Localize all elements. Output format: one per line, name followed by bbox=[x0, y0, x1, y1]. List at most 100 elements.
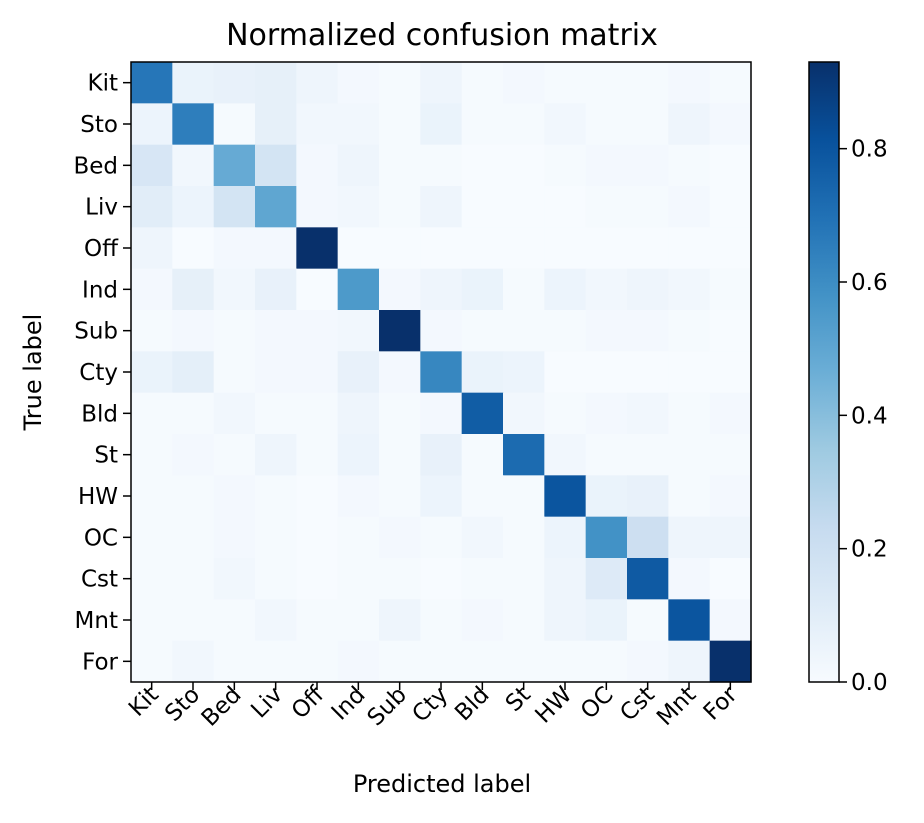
heatmap-cell-liv-off bbox=[296, 186, 339, 228]
heatmap-cell-kit-sto bbox=[172, 62, 215, 104]
heatmap-cell-st-cty bbox=[420, 434, 463, 476]
heatmap-cell-cty-cst bbox=[627, 351, 669, 394]
heatmap-cell-mnt-st bbox=[503, 599, 545, 642]
heatmap-cell-sub-oc bbox=[585, 310, 628, 352]
heatmap-cell-bld-cty bbox=[420, 392, 463, 435]
colorbar-tick-label: 0.6 bbox=[851, 270, 888, 296]
heatmap-cell-st-ind bbox=[337, 434, 380, 476]
heatmap-cell-for-bld bbox=[461, 640, 504, 683]
heatmap-cell-off-bed bbox=[213, 227, 256, 270]
heatmap-cell-for-off bbox=[296, 640, 339, 683]
heatmap-cell-cty-bed bbox=[213, 351, 256, 394]
heatmap-cell-for-sto bbox=[172, 640, 215, 683]
heatmap-cell-bed-cty bbox=[420, 144, 463, 187]
heatmap-cell-kit-off bbox=[296, 62, 339, 104]
heatmap-cell-mnt-sub bbox=[379, 599, 421, 642]
heatmap-cell-oc-cst bbox=[627, 516, 669, 559]
heatmap-cell-mnt-bld bbox=[461, 599, 504, 642]
heatmap-cell-hw-sub bbox=[379, 475, 421, 518]
heatmap-cell-ind-sto bbox=[172, 268, 215, 311]
heatmap-cell-st-hw bbox=[544, 434, 587, 476]
x-tick-label: Off bbox=[287, 681, 330, 724]
heatmap-cell-bed-bed bbox=[213, 144, 256, 187]
heatmap-cell-kit-for bbox=[709, 62, 752, 104]
heatmap-cell-oc-liv bbox=[255, 516, 297, 559]
heatmap-cell-liv-for bbox=[709, 186, 752, 228]
heatmap-cell-cty-mnt bbox=[668, 351, 711, 394]
heatmap-cell-for-liv bbox=[255, 640, 297, 683]
heatmap-cell-sto-off bbox=[296, 103, 339, 146]
x-tick-label: St bbox=[501, 682, 536, 717]
heatmap-cell-st-liv bbox=[255, 434, 297, 476]
heatmap-cell-sub-cty bbox=[420, 310, 463, 352]
heatmap-cell-ind-cty bbox=[420, 268, 463, 311]
heatmap-cell-sub-bed bbox=[213, 310, 256, 352]
heatmap-cell-hw-hw bbox=[544, 475, 587, 518]
heatmap-cell-sto-sub bbox=[379, 103, 421, 146]
heatmap-cell-sto-liv bbox=[255, 103, 297, 146]
heatmap-cell-oc-bld bbox=[461, 516, 504, 559]
heatmap-cell-bed-st bbox=[503, 144, 545, 187]
heatmap-cell-bld-ind bbox=[337, 392, 380, 435]
heatmap-cell-kit-mnt bbox=[668, 62, 711, 104]
heatmap-cell-st-sub bbox=[379, 434, 421, 476]
heatmap-cell-cst-bld bbox=[461, 558, 504, 600]
heatmap-cell-cty-liv bbox=[255, 351, 297, 394]
heatmap-cell-bed-ind bbox=[337, 144, 380, 187]
heatmap-cell-bld-sto bbox=[172, 392, 215, 435]
heatmap-cell-off-for bbox=[709, 227, 752, 270]
heatmap-cell-off-bld bbox=[461, 227, 504, 270]
heatmap-cell-liv-st bbox=[503, 186, 545, 228]
heatmap-cell-hw-kit bbox=[131, 475, 173, 518]
heatmap-cell-mnt-off bbox=[296, 599, 339, 642]
heatmap-cell-kit-bed bbox=[213, 62, 256, 104]
heatmap-cell-oc-kit bbox=[131, 516, 173, 559]
heatmap-cell-ind-bld bbox=[461, 268, 504, 311]
heatmap-cell-cty-hw bbox=[544, 351, 587, 394]
heatmap-cell-hw-ind bbox=[337, 475, 380, 518]
heatmap-cell-st-for bbox=[709, 434, 752, 476]
heatmap-cell-ind-sub bbox=[379, 268, 421, 311]
heatmap-cell-off-liv bbox=[255, 227, 297, 270]
heatmap-cell-sub-cst bbox=[627, 310, 669, 352]
y-tick-label: Bld bbox=[81, 401, 118, 427]
heatmap-cell-mnt-bed bbox=[213, 599, 256, 642]
x-tick-label: Bld bbox=[450, 682, 494, 726]
heatmap-cell-bld-off bbox=[296, 392, 339, 435]
heatmap-cell-for-oc bbox=[585, 640, 628, 683]
colorbar-tick-label: 0.2 bbox=[851, 537, 888, 563]
heatmap-cell-for-cst bbox=[627, 640, 669, 683]
heatmap-cell-ind-off bbox=[296, 268, 339, 311]
heatmap-cell-off-sub bbox=[379, 227, 421, 270]
heatmap-cell-off-sto bbox=[172, 227, 215, 270]
heatmap-cell-kit-liv bbox=[255, 62, 297, 104]
heatmap-cell-mnt-ind bbox=[337, 599, 380, 642]
heatmap-cell-bld-oc bbox=[585, 392, 628, 435]
heatmap-cell-kit-bld bbox=[461, 62, 504, 104]
heatmap-cell-cst-ind bbox=[337, 558, 380, 600]
heatmap-cell-cst-cty bbox=[420, 558, 463, 600]
heatmap-cell-mnt-liv bbox=[255, 599, 297, 642]
heatmap-cell-cty-oc bbox=[585, 351, 628, 394]
y-tick-label: Cty bbox=[79, 360, 118, 386]
heatmap-cell-ind-oc bbox=[585, 268, 628, 311]
heatmap-cell-hw-mnt bbox=[668, 475, 711, 518]
heatmap-cell-hw-sto bbox=[172, 475, 215, 518]
heatmap-cell-for-st bbox=[503, 640, 545, 683]
heatmap-cell-sub-for bbox=[709, 310, 752, 352]
heatmap-cell-st-st bbox=[503, 434, 545, 476]
heatmap-cell-sto-cst bbox=[627, 103, 669, 146]
heatmap-cell-ind-mnt bbox=[668, 268, 711, 311]
heatmap-cell-hw-st bbox=[503, 475, 545, 518]
heatmap-cell-hw-for bbox=[709, 475, 752, 518]
colorbar-tick-label: 0.8 bbox=[851, 137, 888, 163]
colorbar bbox=[808, 61, 840, 683]
y-tick-label: Kit bbox=[88, 71, 119, 97]
heatmap-cell-sto-mnt bbox=[668, 103, 711, 146]
heatmap-cell-st-bed bbox=[213, 434, 256, 476]
heatmap-cell-liv-cty bbox=[420, 186, 463, 228]
heatmap-cell-for-ind bbox=[337, 640, 380, 683]
heatmap-cell-ind-kit bbox=[131, 268, 173, 311]
